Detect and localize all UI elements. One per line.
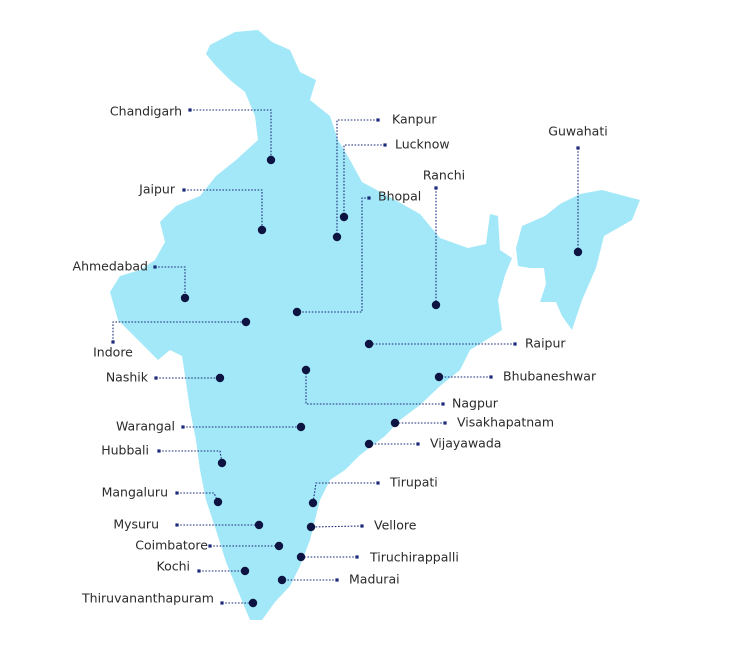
- city-dot: [266, 155, 276, 165]
- city-dot: [254, 520, 264, 530]
- city-label: Visakhapatnam: [457, 415, 554, 430]
- leader-end: [220, 601, 224, 605]
- city-dot: [213, 497, 223, 507]
- leader-end: [188, 108, 192, 112]
- leader-line: [155, 266, 186, 298]
- city-label: Bhopal: [378, 189, 421, 204]
- city-label: Indore: [93, 345, 133, 360]
- city-label: Tirupati: [389, 475, 438, 490]
- city-label: Ranchi: [423, 168, 465, 183]
- leader-end: [175, 491, 179, 495]
- leader-end: [383, 143, 387, 147]
- city-label: Nashik: [106, 370, 149, 385]
- leader-end: [416, 442, 420, 446]
- leader-end: [376, 481, 380, 485]
- leader-end: [434, 186, 438, 190]
- leader-end: [175, 523, 179, 527]
- city-dot: [573, 247, 583, 257]
- city-dot: [296, 552, 306, 562]
- city-label: Kanpur: [392, 112, 437, 127]
- leader-line: [310, 525, 363, 528]
- leader-end: [441, 402, 445, 406]
- leader-end: [443, 421, 447, 425]
- leader-line: [297, 197, 369, 313]
- city-label: Guwahati: [548, 124, 607, 139]
- city-markers: Chandigarh Kanpur Lucknow Guwahati Jaipur Ran…: [73, 104, 608, 608]
- city-label: Vellore: [374, 518, 417, 533]
- city-dot: [306, 522, 316, 532]
- city-label: Mangaluru: [102, 485, 168, 500]
- leader-end: [197, 569, 201, 573]
- city-dot: [248, 598, 258, 608]
- city-dot: [292, 307, 302, 317]
- city-dot: [215, 373, 225, 383]
- city-dot: [339, 212, 349, 222]
- leader-end: [360, 524, 364, 528]
- leader-end: [208, 544, 212, 548]
- city-label: Raipur: [525, 336, 566, 351]
- city-dot: [364, 339, 374, 349]
- leader-line: [159, 450, 223, 464]
- leader-end: [513, 342, 517, 346]
- leader-end: [157, 449, 161, 453]
- leader-end: [576, 146, 580, 150]
- city-label: Tiruchirappalli: [369, 550, 459, 565]
- city-dot: [240, 566, 250, 576]
- leader-line: [336, 119, 378, 237]
- leader-line: [312, 482, 378, 504]
- leader-end: [154, 376, 158, 380]
- leader-end: [367, 196, 371, 200]
- leader-line: [184, 189, 263, 230]
- leader-end: [489, 375, 493, 379]
- city-label: Mysuru: [113, 517, 159, 532]
- city-label: Warangal: [116, 419, 175, 434]
- city-label: Hubbali: [101, 443, 149, 458]
- leader-end: [111, 340, 115, 344]
- city-dot: [364, 439, 374, 449]
- city-dot: [257, 225, 267, 235]
- leader-end: [355, 555, 359, 559]
- city-label: Thiruvananthapuram: [81, 591, 214, 606]
- leader-line: [305, 370, 443, 405]
- city-label: Jaipur: [138, 182, 176, 197]
- city-dot: [431, 300, 441, 310]
- leader-end: [182, 188, 186, 192]
- leader-line: [112, 321, 246, 342]
- leader-line: [190, 109, 272, 160]
- city-label: Coimbatore: [135, 538, 208, 553]
- city-dot: [390, 418, 400, 428]
- city-label: Kochi: [157, 559, 191, 574]
- city-dot: [241, 317, 251, 327]
- city-dot: [308, 498, 318, 508]
- city-dot: [301, 365, 311, 375]
- city-label: Nagpur: [452, 396, 499, 411]
- city-dot: [296, 422, 306, 432]
- leader-end: [181, 425, 185, 429]
- leader-end: [376, 118, 380, 122]
- leader-end: [335, 578, 339, 582]
- city-label: Bhubaneshwar: [503, 369, 597, 384]
- city-label: Ahmedabad: [73, 259, 148, 274]
- city-dot: [274, 541, 284, 551]
- leader-end: [153, 265, 157, 269]
- city-label: Madurai: [349, 572, 400, 587]
- city-dot: [217, 458, 227, 468]
- city-dot: [434, 372, 444, 382]
- city-dot: [180, 293, 190, 303]
- city-dot: [277, 575, 287, 585]
- leader-line: [343, 144, 385, 217]
- city-label: Chandigarh: [110, 104, 182, 119]
- city-label: Vijayawada: [430, 436, 501, 451]
- india-outline: [110, 30, 640, 620]
- city-dot: [332, 232, 342, 242]
- city-label: Lucknow: [395, 137, 450, 152]
